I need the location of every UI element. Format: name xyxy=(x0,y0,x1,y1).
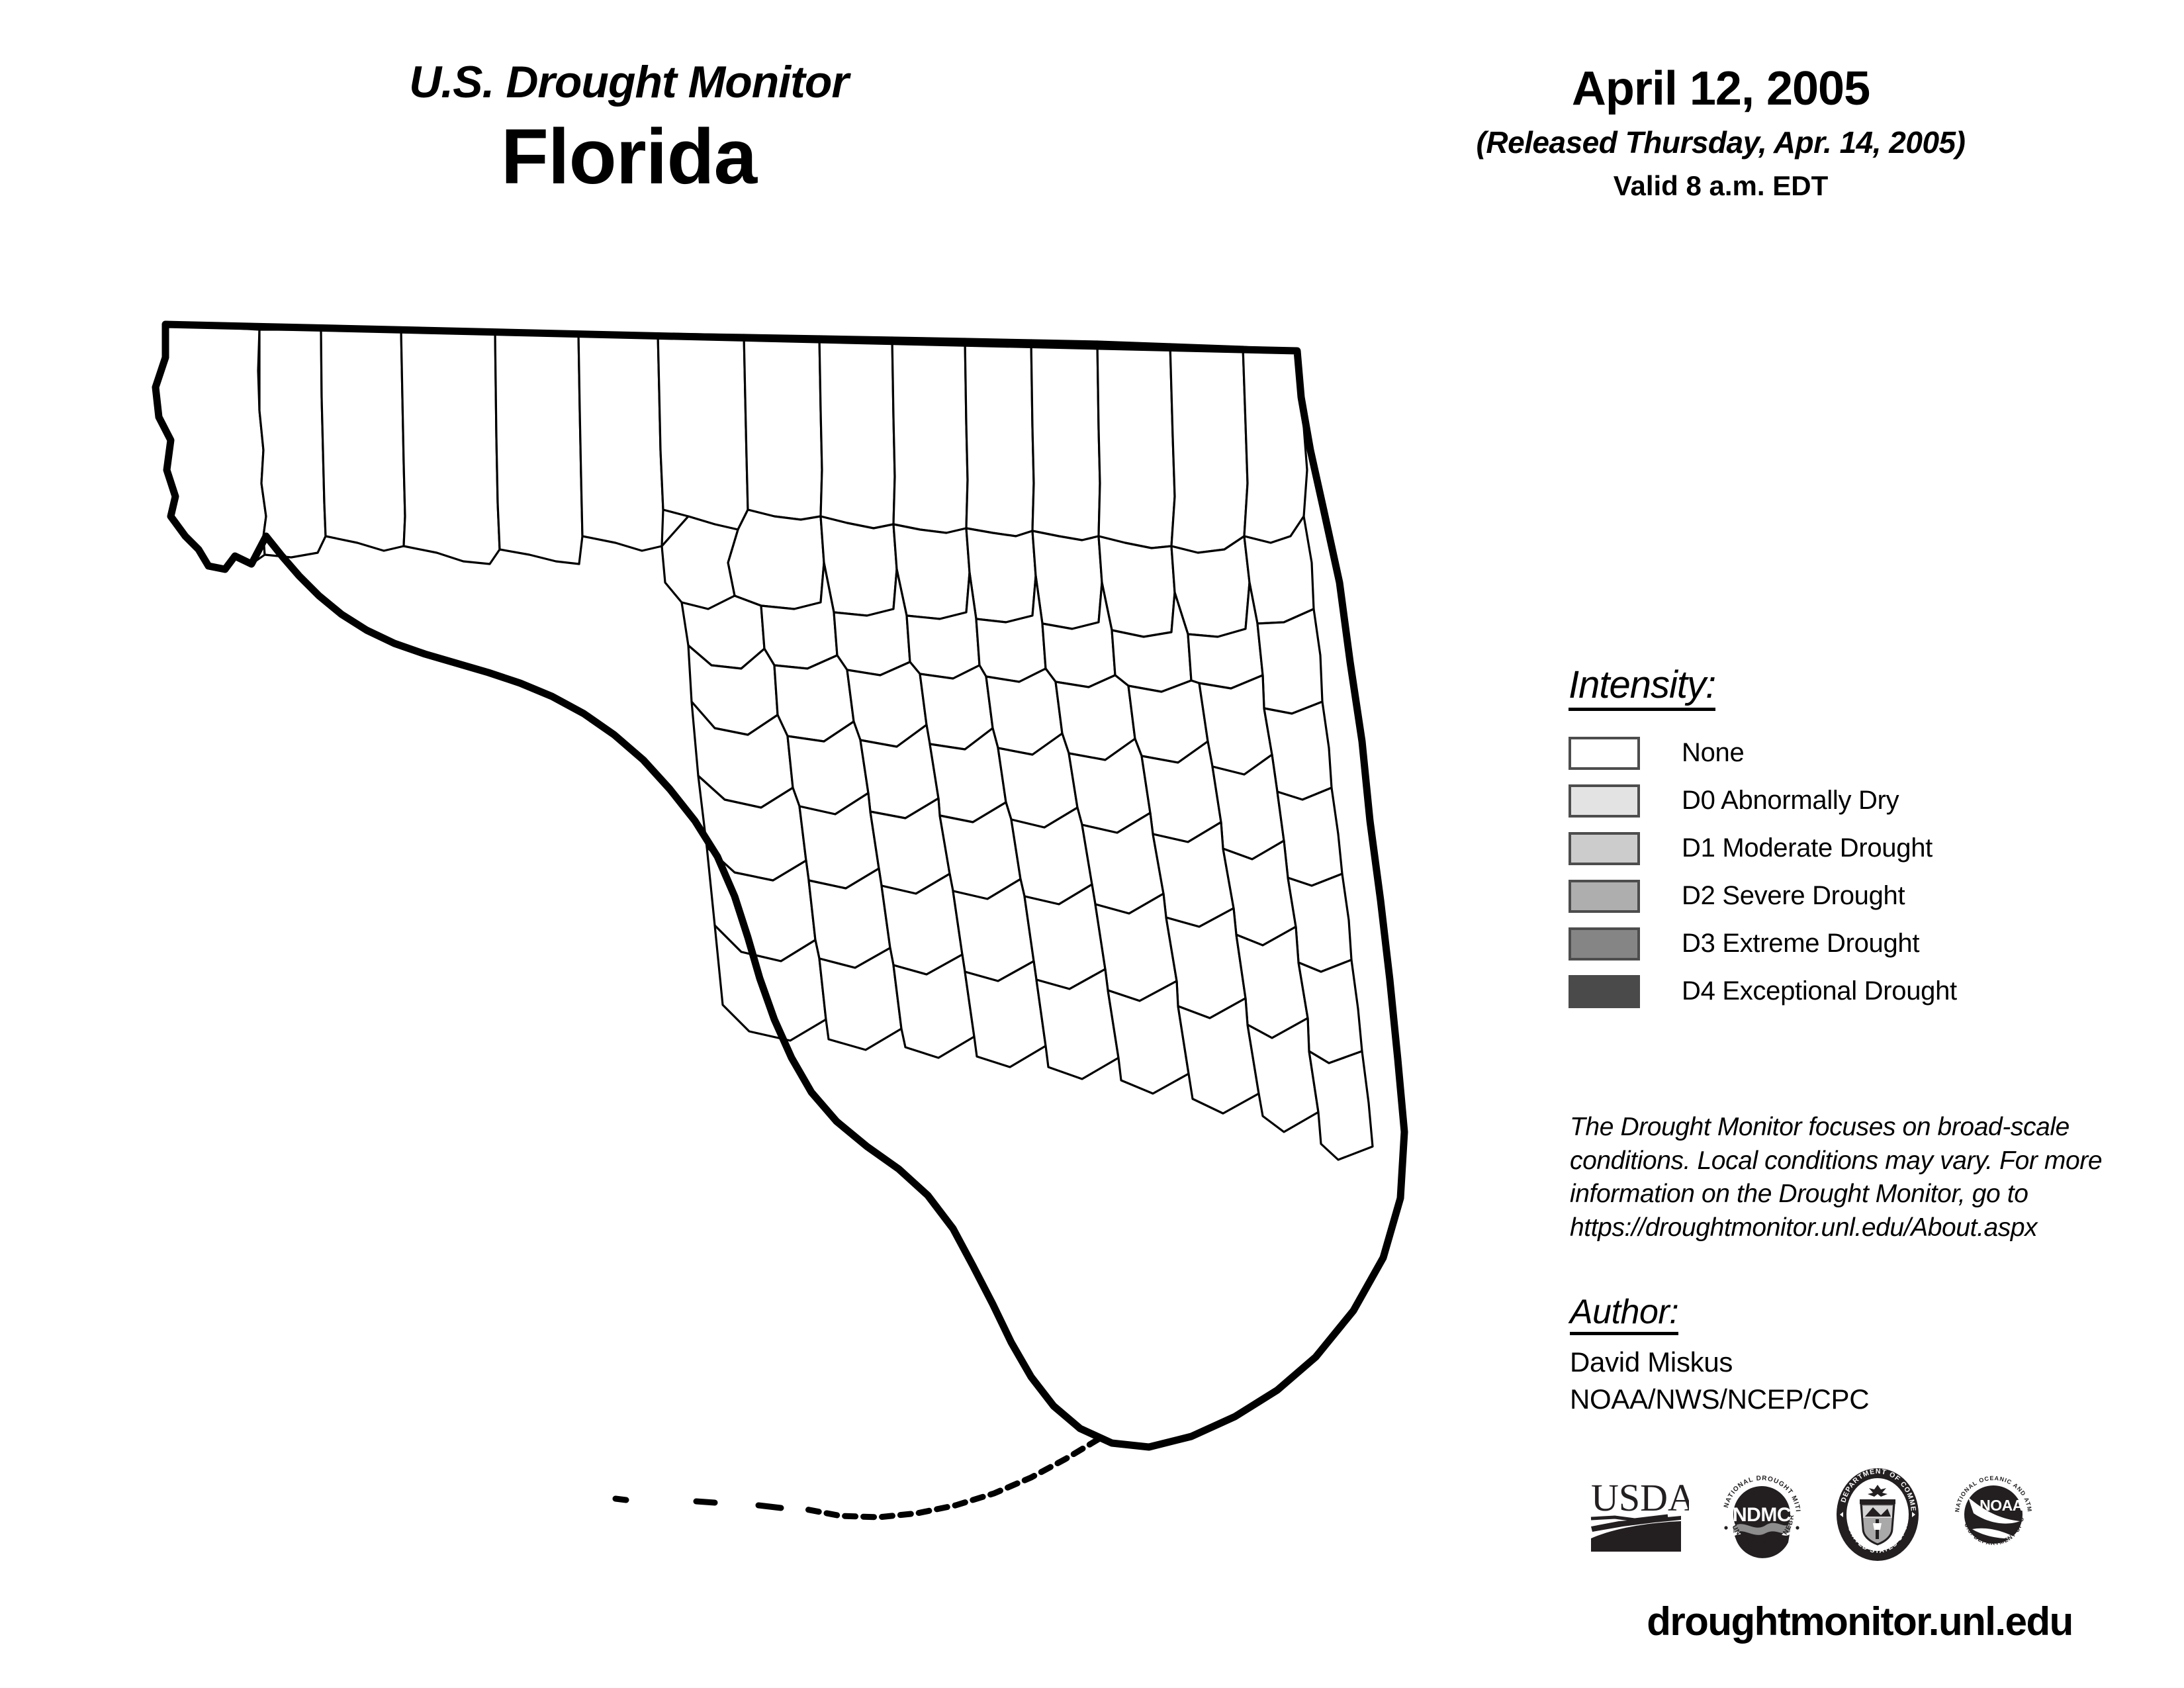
disclaimer-text: The Drought Monitor focuses on broad-sca… xyxy=(1570,1113,2103,1243)
legend-item-none[interactable]: None xyxy=(1569,729,2138,777)
map-svg xyxy=(152,320,1408,1521)
noaa-logo: NOAA NATIONAL OCEANIC AND ATMOSPHERIC U.… xyxy=(1946,1464,2038,1563)
agency-logos: USDA NATIONAL DROUGHT MITIGATION CENTER … xyxy=(1588,1456,2118,1575)
state-outline xyxy=(152,320,1408,1521)
date-block: April 12, 2005 (Released Thursday, Apr. … xyxy=(1357,65,2085,200)
legend-label-d2: D2 Severe Drought xyxy=(1682,881,1905,911)
author-heading: Author: xyxy=(1570,1294,1679,1335)
swatch-d4 xyxy=(1569,974,1640,1008)
florida-drought-map xyxy=(93,318,1535,1575)
svg-text:USDA: USDA xyxy=(1591,1476,1689,1519)
svg-text:NOAA: NOAA xyxy=(1979,1497,2023,1514)
usda-logo: USDA xyxy=(1588,1472,1696,1560)
swatch-d3 xyxy=(1569,927,1640,961)
legend-rows: None D0 Abnormally Dry D1 Moderate Droug… xyxy=(1569,729,2138,1015)
ndmc-logo: NATIONAL DROUGHT MITIGATION CENTER UNIVE… xyxy=(1714,1464,1807,1563)
intensity-legend: Intensity: None D0 Abnormally Dry D1 Mod… xyxy=(1569,665,2138,1015)
swatch-none xyxy=(1569,736,1640,770)
legend-heading: Intensity: xyxy=(1569,665,1716,711)
swatch-d2 xyxy=(1569,879,1640,913)
author-name: David Miskus xyxy=(1570,1346,1733,1378)
legend-label-d0: D0 Abnormally Dry xyxy=(1682,786,1899,816)
legend-label-d3: D3 Extreme Drought xyxy=(1682,929,1920,959)
author-affiliation: NOAA/NWS/NCEP/CPC xyxy=(1570,1383,1870,1415)
page-title: U.S. Drought Monitor xyxy=(409,57,849,107)
swatch-d0 xyxy=(1569,784,1640,818)
release-date: (Released Thursday, Apr. 14, 2005) xyxy=(1476,125,1966,160)
legend-item-d2[interactable]: D2 Severe Drought xyxy=(1569,872,2138,920)
swatch-d1 xyxy=(1569,831,1640,865)
legend-item-d0[interactable]: D0 Abnormally Dry xyxy=(1569,777,2138,825)
valid-time: Valid 8 a.m. EDT xyxy=(1613,170,1829,201)
legend-item-d4[interactable]: D4 Exceptional Drought xyxy=(1569,968,2138,1015)
title-block: U.S. Drought Monitor Florida xyxy=(0,60,1257,199)
map-counties-layer xyxy=(154,323,1374,1161)
valid-date: April 12, 2005 xyxy=(1571,62,1870,115)
author-block: Author: David Miskus NOAA/NWS/NCEP/CPC xyxy=(1570,1294,2165,1418)
legend-item-d1[interactable]: D1 Moderate Drought xyxy=(1569,825,2138,872)
legend-label-d1: D1 Moderate Drought xyxy=(1682,833,1933,863)
state-title: Florida xyxy=(500,113,757,201)
svg-text:NDMC: NDMC xyxy=(1733,1504,1791,1526)
legend-item-d3[interactable]: D3 Extreme Drought xyxy=(1569,920,2138,968)
legend-label-none: None xyxy=(1682,738,1745,768)
legend-label-d4: D4 Exceptional Drought xyxy=(1682,976,1957,1006)
commerce-seal: DEPARTMENT OF COMMERCE UNITED STATES OF … xyxy=(1832,1462,1921,1565)
footer-url[interactable]: droughtmonitor.unl.edu xyxy=(1647,1599,2073,1644)
